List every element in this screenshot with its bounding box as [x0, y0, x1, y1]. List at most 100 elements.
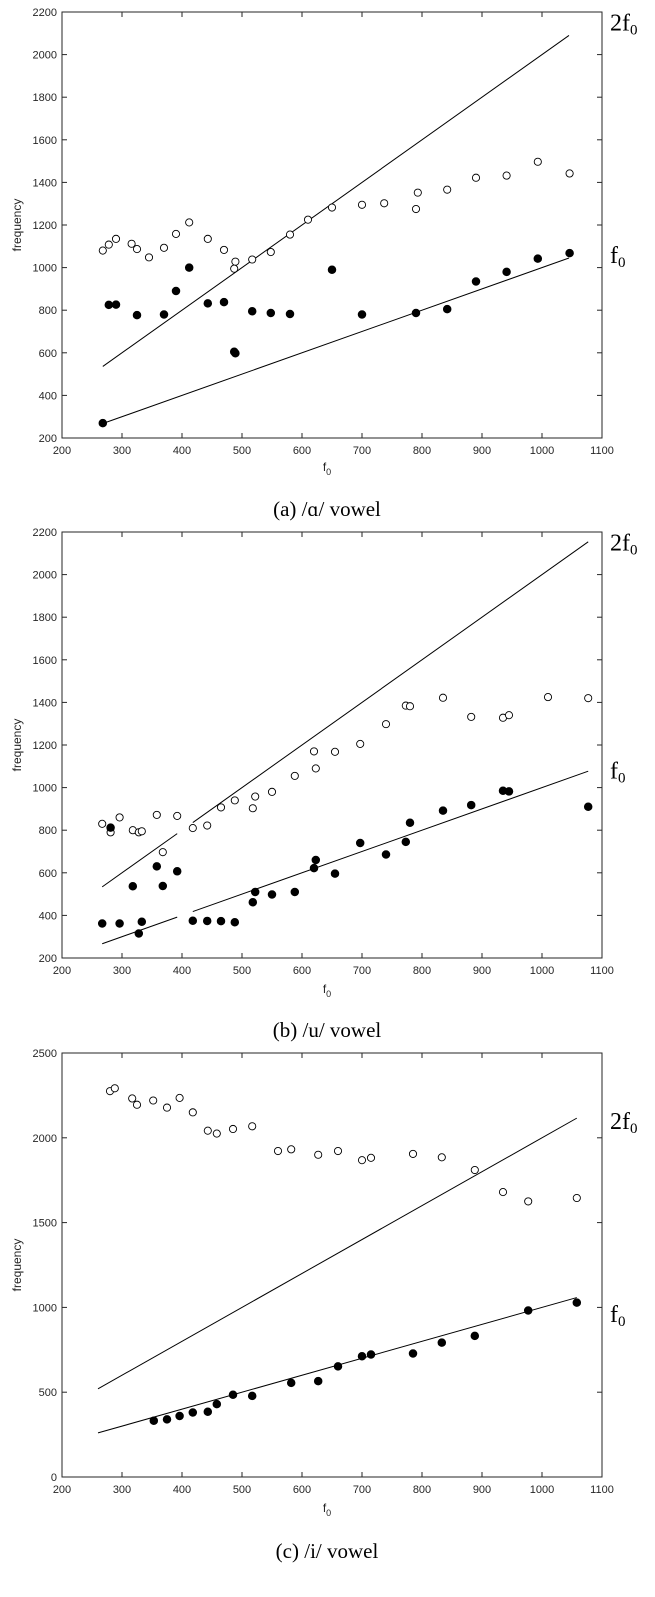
- panel-a-y-axis-label: frequency: [10, 199, 24, 252]
- panel-a-filled-point-16: [411, 308, 421, 318]
- panel-b-filled-point-7: [158, 881, 168, 891]
- panel-a-reference-line-1: [102, 257, 570, 424]
- panel-c-x-axis-label-sub: 0: [326, 1508, 331, 1518]
- panel-c-open-point-11: [248, 1122, 257, 1131]
- panel-a-open-point-12: [231, 257, 240, 266]
- panel-c-y-tick-label-5: 2500: [33, 1048, 57, 1060]
- panel-c-filled-point-16: [523, 1306, 533, 1315]
- panel-a-reference-line-0: [102, 35, 570, 367]
- panel-b-open-point-16: [290, 771, 299, 780]
- panel-a-open-point-26: [565, 169, 574, 178]
- panel-c-filled-point-11: [357, 1351, 367, 1361]
- panel-b-filled-point-9: [188, 916, 198, 925]
- panel-c-filled-point-5: [212, 1399, 222, 1409]
- panel-b-filled-point-6: [152, 862, 162, 871]
- panel-a-open-point-0: [98, 246, 107, 255]
- panel-c-side-label-1-sub: 0: [618, 1314, 626, 1330]
- panel-a-open-point-23: [471, 173, 481, 182]
- panel-c-open-point-12: [273, 1146, 283, 1156]
- panel-a-x-tick-label-4: 600: [293, 445, 311, 457]
- panel-a-side-label-0-sub: 0: [630, 23, 638, 39]
- panel-c-open-point-5: [162, 1103, 172, 1112]
- panel-a-points: [98, 157, 574, 428]
- panel-c-side-label-1-main: f: [610, 1302, 618, 1328]
- panel-a-x-tick-label-7: 900: [473, 445, 491, 457]
- panel-a-y-tick-label-3: 800: [39, 305, 57, 317]
- panel-b-filled-point-18: [311, 855, 321, 865]
- panel-b-open-point-9: [188, 824, 197, 833]
- panel-b-y-tick-label-3: 800: [39, 825, 57, 837]
- panel-c-open-point-6: [175, 1093, 184, 1102]
- panel-a-filled-point-6: [184, 263, 194, 272]
- panel-b-side-label-0: 2f0: [610, 531, 638, 559]
- panel-b-x-tick-label-8: 1000: [530, 965, 554, 977]
- panel-c-filled-point-0: [149, 1416, 159, 1425]
- panel-b-open-point-14: [251, 792, 260, 801]
- panel-b-open-point-18: [311, 764, 320, 773]
- panel-b-lines: [101, 541, 589, 945]
- panel-b-filled-point-28: [583, 802, 593, 812]
- panel-a-open-point-15: [285, 230, 295, 239]
- panel-c-filled-point-10: [333, 1362, 343, 1371]
- panel-a-filled-point-13: [285, 309, 295, 319]
- panel-c-open-point-17: [366, 1153, 376, 1162]
- panel-b-filled-point-0: [97, 919, 107, 928]
- panel-b-x-tick-label-3: 500: [233, 965, 251, 977]
- panel-c-filled-point-4: [203, 1407, 213, 1416]
- panel-c-open-point-9: [212, 1129, 221, 1138]
- panel-a-filled-point-11: [247, 307, 257, 316]
- panel-b-open-point-15: [267, 787, 277, 796]
- panel-a-x-tick-label-9: 1100: [590, 445, 614, 457]
- panel-c-filled-point-12: [366, 1350, 376, 1359]
- panel-a-y-tick-label-7: 1600: [33, 135, 57, 147]
- panel-a-filled-point-15: [357, 310, 367, 319]
- panel-b-filled-point-17: [309, 863, 319, 873]
- panel-c-reference-line-0: [97, 1117, 578, 1390]
- panel-a-open-point-18: [357, 200, 367, 209]
- panel-c-y-tick-label-1: 500: [39, 1387, 57, 1399]
- panel-a-y-tick-label-0: 200: [39, 433, 57, 445]
- panel-c-open-point-14: [314, 1150, 323, 1159]
- panel-a-filled-point-20: [533, 254, 543, 263]
- panel-c-y-tick-label-0: 0: [51, 1472, 57, 1484]
- panel-c-filled-point-1: [162, 1415, 172, 1424]
- panel-c-x-tick-label-2: 400: [173, 1484, 191, 1496]
- panel-a-open-point-22: [443, 185, 452, 194]
- panel-a-filled-point-5: [171, 286, 181, 296]
- panel-c-open-point-13: [287, 1145, 296, 1154]
- panel-a-open-point-6: [159, 243, 169, 252]
- panel-b-x-ticks: 200 300 400 500 600 700 800 900 1000 1100: [53, 532, 614, 977]
- panel-b-x-tick-label-1: 300: [113, 965, 131, 977]
- panel-b-x-tick-label-6: 800: [413, 965, 431, 977]
- panel-b-y-tick-label-5: 1200: [33, 740, 57, 752]
- panel-b-open-point-5: [137, 827, 146, 836]
- panel-a-open-point-5: [144, 253, 154, 262]
- panel-a-open-point-9: [203, 234, 212, 243]
- panel-a-plot-frame: [61, 11, 603, 439]
- panel-a-filled-point-4: [159, 310, 169, 319]
- panel-a-side-label-1-main: f: [610, 243, 618, 269]
- panel-b-x-axis-label-sub: 0: [326, 989, 331, 999]
- panel-a-open-point-14: [266, 248, 275, 257]
- panel-a-y-tick-label-6: 1400: [33, 177, 57, 189]
- panel-c-filled-point-3: [188, 1408, 198, 1417]
- panel-c-x-tick-label-4: 600: [293, 1484, 311, 1496]
- panel-c-open-point-10: [228, 1124, 238, 1134]
- panel-b-filled-point-20: [355, 838, 365, 848]
- panel-a-open-point-1: [104, 240, 113, 249]
- panel-a-filled-point-12: [266, 308, 276, 318]
- panel-b-filled-point-4: [134, 929, 144, 938]
- panel-a-side-label-0-main: 2f: [610, 11, 630, 37]
- panel-b-reference-line-1: [192, 541, 589, 823]
- panel-a-filled-point-21: [565, 248, 574, 258]
- panel-c-open-point-20: [470, 1165, 479, 1175]
- panel-a-filled-point-7: [203, 299, 213, 308]
- panel-b-open-point-7: [158, 848, 167, 857]
- panel-b-open-point-28: [543, 693, 553, 702]
- panel-a-caption: (a) /ɑ/ vowel: [273, 497, 381, 521]
- panel-b-caption: (b) /u/ vowel: [273, 1018, 382, 1042]
- panel-c-x-tick-label-7: 900: [473, 1484, 491, 1496]
- panel-b-x-axis-label: f0: [323, 982, 331, 999]
